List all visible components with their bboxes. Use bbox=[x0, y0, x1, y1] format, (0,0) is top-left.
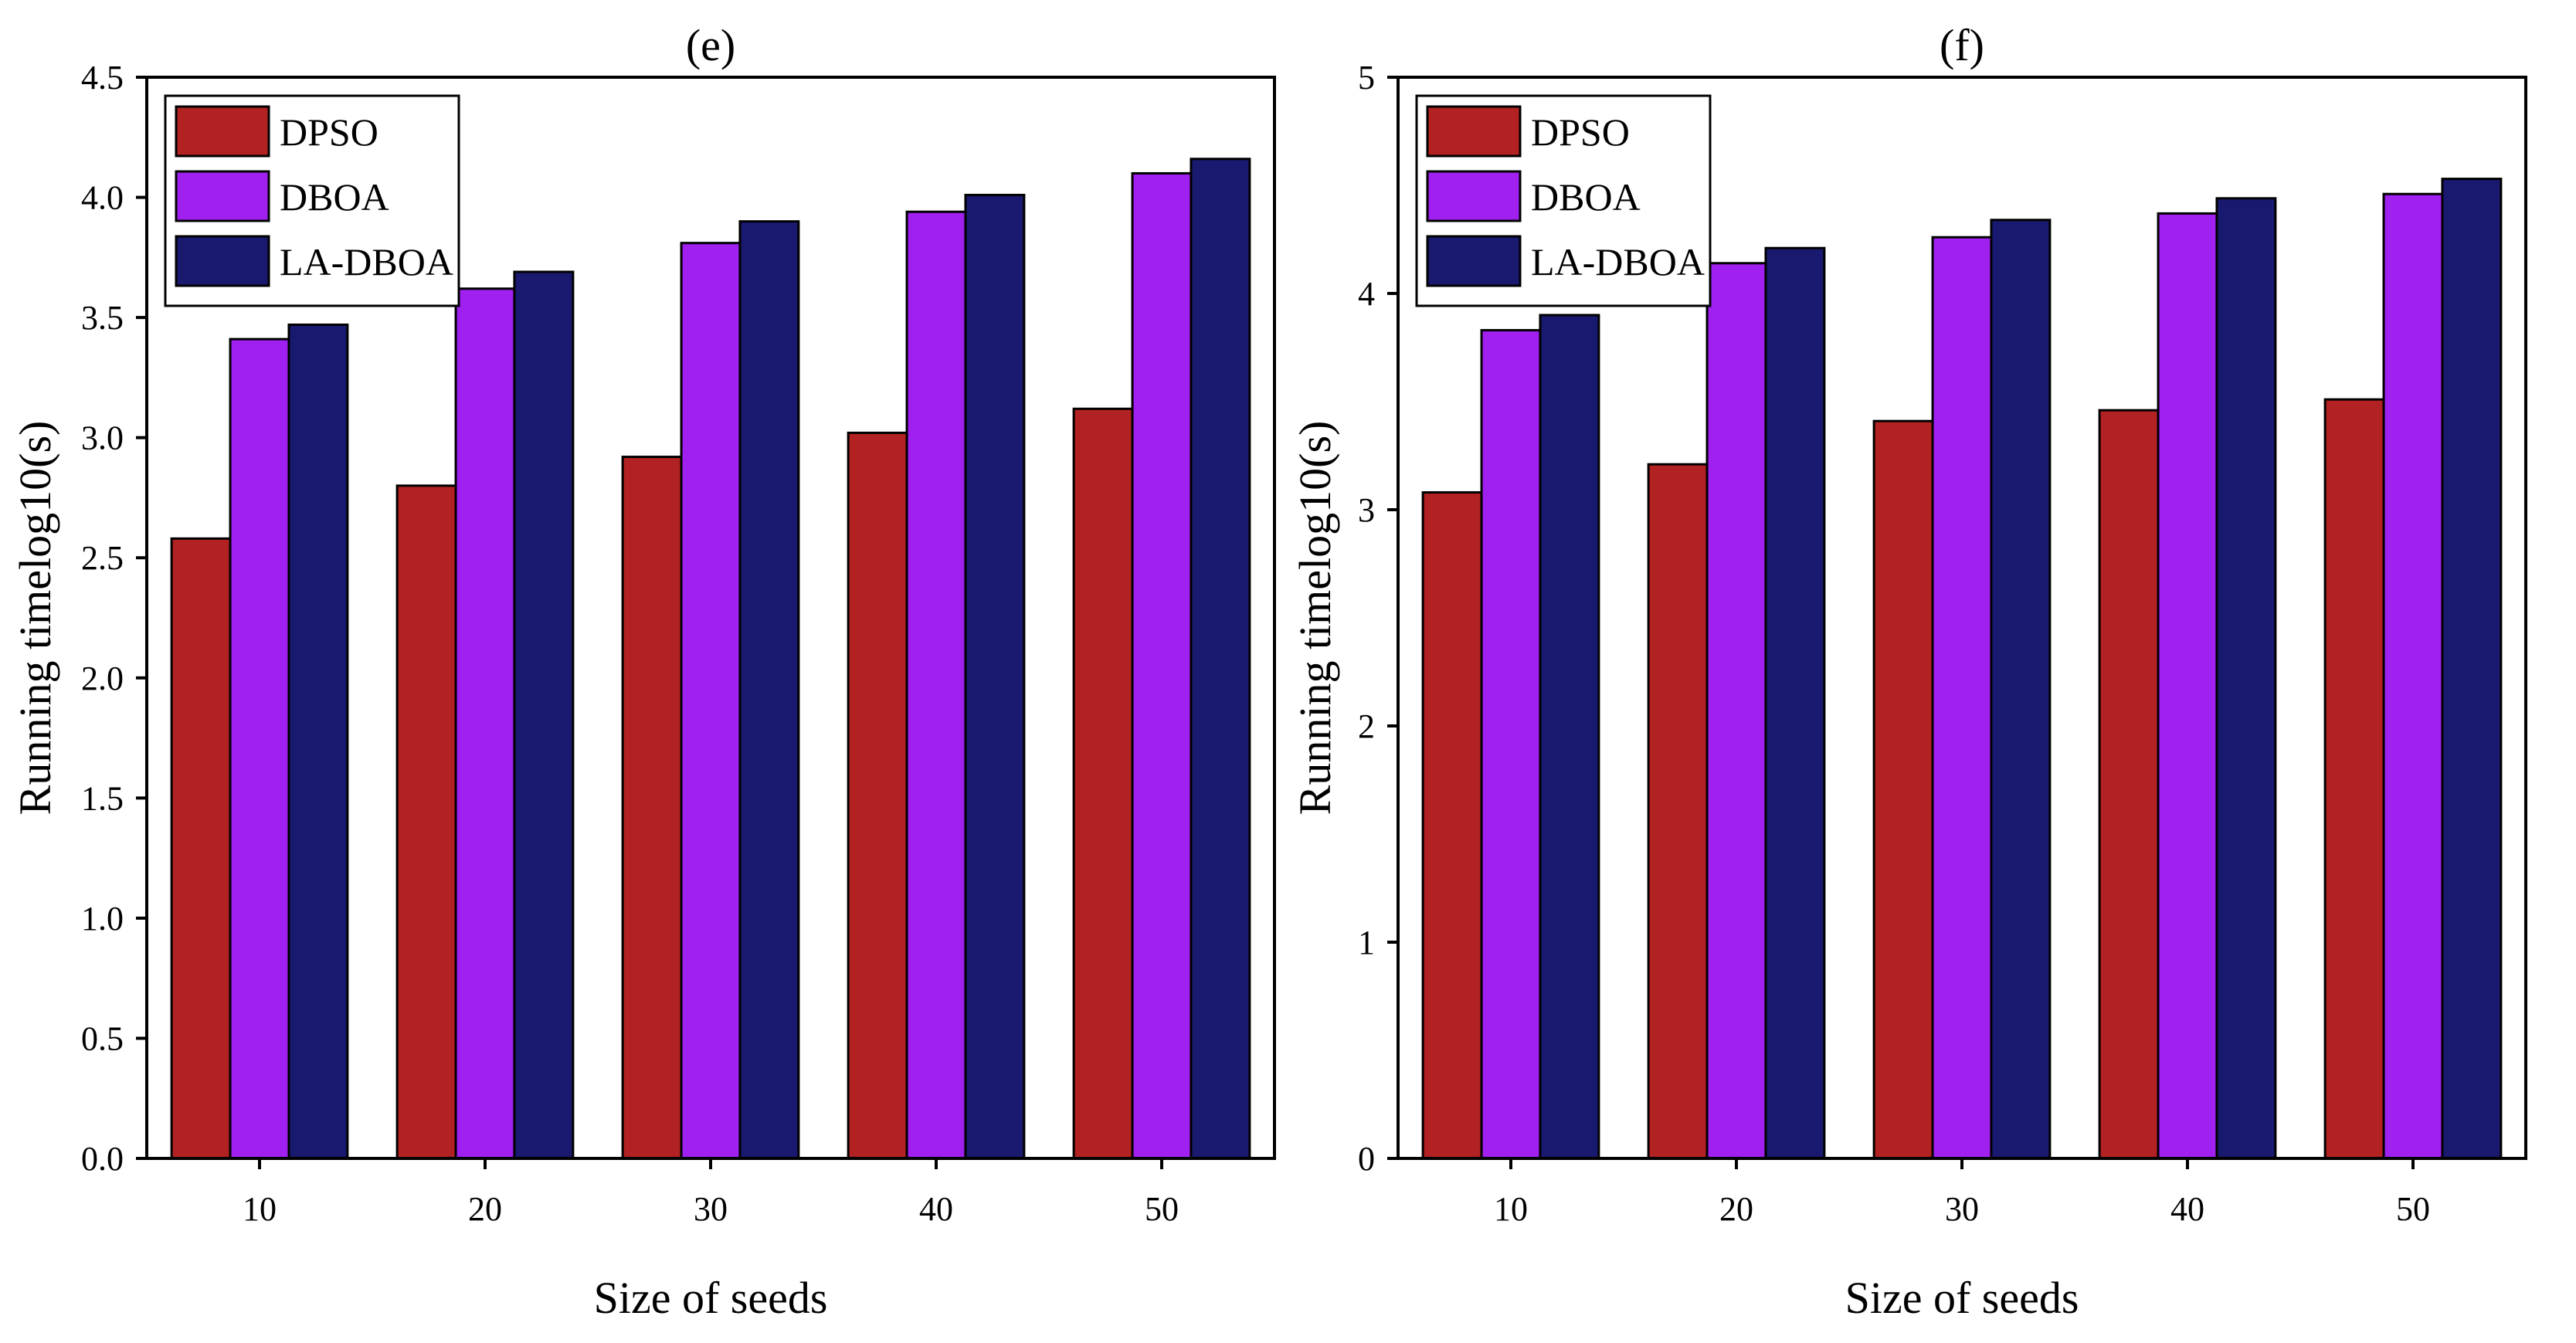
legend-swatch-la-dboa bbox=[175, 235, 270, 287]
legend-label-la-dboa: LA-DBOA bbox=[1531, 240, 1705, 283]
y-tick-label: 3.5 bbox=[81, 299, 124, 337]
y-tick-label: 1.5 bbox=[81, 779, 124, 817]
bar-dboa-30 bbox=[680, 242, 742, 1160]
y-tick-label: 0.0 bbox=[81, 1140, 124, 1178]
x-tick-label: 20 bbox=[1719, 1190, 1753, 1228]
y-tick-label: 3.0 bbox=[81, 419, 124, 457]
x-tick-label: 40 bbox=[919, 1190, 953, 1228]
legend-label-la-dboa: LA-DBOA bbox=[280, 240, 453, 283]
bar-dboa-30 bbox=[1931, 236, 1993, 1160]
bar-dboa-50 bbox=[2382, 192, 2444, 1160]
bar-dpso-10 bbox=[170, 537, 232, 1160]
chart-title: (e) bbox=[686, 20, 735, 70]
chart-panel-e: 0.0 0.5 1.0 1.5 2.0 2.5 3.0 3.5 4.0 4.5 10 20 30 40 50… bbox=[10, 20, 1276, 1323]
x-tick-label: 50 bbox=[2396, 1190, 2430, 1228]
bar-la-dboa-50 bbox=[2441, 178, 2503, 1160]
legend-swatch-dboa bbox=[175, 170, 270, 222]
x-tick-label: 30 bbox=[694, 1190, 728, 1228]
bar-dboa-10 bbox=[1480, 329, 1542, 1160]
legend-label-dboa: DBOA bbox=[1531, 175, 1641, 219]
x-tick-label: 30 bbox=[1945, 1190, 1979, 1228]
bar-dpso-50 bbox=[2323, 398, 2385, 1160]
bar-dboa-10 bbox=[229, 337, 290, 1160]
chart-title: (f) bbox=[1940, 20, 1984, 70]
bar-dpso-40 bbox=[847, 431, 908, 1160]
bar-la-dboa-40 bbox=[964, 193, 1026, 1160]
bar-dpso-50 bbox=[1072, 407, 1134, 1160]
x-tick-label: 40 bbox=[2170, 1190, 2204, 1228]
y-tick-label: 4.5 bbox=[81, 59, 124, 97]
legend-label-dboa: DBOA bbox=[280, 175, 389, 219]
bar-la-dboa-40 bbox=[2215, 197, 2277, 1160]
y-tick-label: 5 bbox=[1358, 59, 1375, 97]
y-axis-label: Running timelog10(s) bbox=[10, 421, 60, 816]
y-tick-label: 3 bbox=[1358, 491, 1375, 529]
bar-dboa-50 bbox=[1131, 171, 1193, 1160]
y-tick-label: 4.0 bbox=[81, 179, 124, 217]
y-tick-label: 1.0 bbox=[81, 900, 124, 938]
bar-la-dboa-10 bbox=[1539, 314, 1600, 1160]
legend-swatch-dpso bbox=[175, 105, 270, 158]
x-tick-label: 10 bbox=[243, 1190, 277, 1228]
bar-dboa-40 bbox=[905, 210, 967, 1160]
bar-dpso-20 bbox=[395, 484, 457, 1160]
legend-swatch-la-dboa bbox=[1426, 235, 1522, 287]
y-tick-label: 4 bbox=[1358, 275, 1375, 313]
x-tick-label: 50 bbox=[1145, 1190, 1179, 1228]
legend-swatch-dboa bbox=[1426, 170, 1522, 222]
bar-dpso-10 bbox=[1421, 491, 1483, 1160]
bar-dpso-30 bbox=[621, 456, 683, 1160]
bar-la-dboa-30 bbox=[1990, 219, 2052, 1160]
y-axis-label: Running timelog10(s) bbox=[1290, 421, 1340, 816]
y-tick-label: 2.0 bbox=[81, 660, 124, 697]
y-tick-label: 0 bbox=[1358, 1140, 1375, 1178]
legend: DPSO DBOA LA-DBOA bbox=[1415, 94, 1712, 307]
bar-la-dboa-10 bbox=[287, 323, 349, 1160]
legend-label-dpso: DPSO bbox=[1531, 110, 1630, 154]
bar-la-dboa-20 bbox=[513, 270, 575, 1160]
bar-la-dboa-20 bbox=[1764, 246, 1826, 1160]
y-tick-label: 1 bbox=[1358, 924, 1375, 961]
legend-swatch-dpso bbox=[1426, 105, 1522, 158]
x-tick-label: 20 bbox=[468, 1190, 502, 1228]
y-tick-label: 2.5 bbox=[81, 539, 124, 577]
y-tick-label: 2 bbox=[1358, 707, 1375, 745]
bar-dpso-20 bbox=[1647, 463, 1709, 1160]
bar-dpso-40 bbox=[2098, 409, 2160, 1160]
bar-dboa-20 bbox=[1705, 262, 1767, 1160]
y-tick-label: 0.5 bbox=[81, 1019, 124, 1057]
chart-panel-f: 0 1 2 3 4 5 10 20 30 40 50 (f) Size of seeds Running … bbox=[1290, 20, 2527, 1323]
bar-dboa-40 bbox=[2157, 212, 2218, 1160]
legend-label-dpso: DPSO bbox=[280, 110, 378, 154]
bar-dboa-20 bbox=[454, 287, 516, 1160]
x-axis-label: Size of seeds bbox=[594, 1273, 828, 1323]
bar-dpso-30 bbox=[1872, 419, 1934, 1160]
bar-la-dboa-50 bbox=[1190, 158, 1251, 1160]
x-tick-label: 10 bbox=[1494, 1190, 1528, 1228]
x-axis-label: Size of seeds bbox=[1845, 1273, 2079, 1323]
legend: DPSO DBOA LA-DBOA bbox=[164, 94, 460, 307]
bar-la-dboa-30 bbox=[738, 220, 800, 1160]
